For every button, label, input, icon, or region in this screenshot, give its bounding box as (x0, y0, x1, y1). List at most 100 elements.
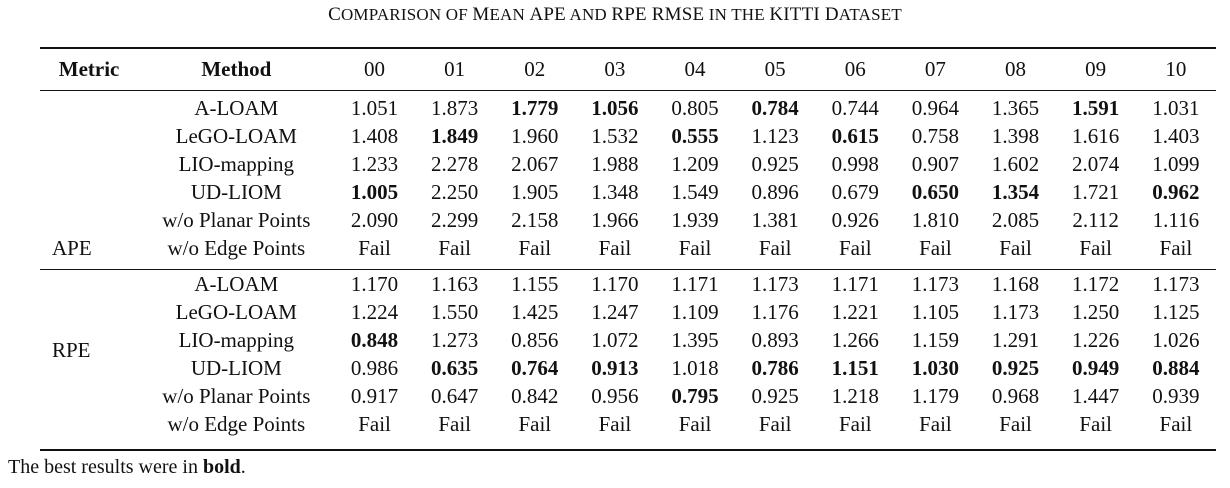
table-cell: 1.123 (751, 124, 799, 148)
table-row: APE A-LOAM 1.051 1.873 1.779 1.056 0.805 0.784 0… (40, 90, 1216, 260)
header-seq: 04 (684, 56, 706, 81)
table-cell: 1.209 (671, 152, 719, 176)
table-row: w/o Edge Points Fail Fail Fail Fail Fail Fail F… (40, 410, 1216, 438)
table-cell: 0.968 (991, 384, 1040, 408)
table-cell: 1.447 (1072, 384, 1120, 408)
table-cell: Fail (678, 412, 712, 436)
table-row: w/o Planar Points 0.917 0.647 0.842 0.956 0.7… (40, 382, 1216, 410)
table-cell: 1.233 (350, 152, 399, 176)
method-name: UD-LIOM (190, 356, 282, 380)
table-cell: 0.998 (831, 152, 879, 176)
footnote-prefix: The best results were in (8, 456, 203, 478)
table-cell: 0.786 (751, 356, 799, 380)
results-table: Metric Method 00 01 02 03 04 05 06 07 08… (40, 48, 1216, 438)
table-cell: 1.179 (911, 384, 960, 408)
table-cell: Fail (598, 412, 632, 436)
table-cell: 0.956 (591, 384, 639, 408)
caption-part: ATASET (838, 5, 902, 24)
table-row: w/o Edge Points Fail Fail Fail Fail Fail Fail F… (40, 234, 1216, 262)
table-caption: COMPARISON OF MEAN APE AND RPE RMSE IN T… (0, 4, 1230, 26)
table-cell: 1.616 (1072, 124, 1120, 148)
table-row: LeGO-LOAM 1.224 1.550 1.425 1.247 1.109 1.176 1… (40, 298, 1216, 326)
table-row: UD-LIOM 1.005 2.250 1.905 1.348 1.549 0.896 0.6… (40, 178, 1216, 206)
caption-part: APE (529, 4, 566, 25)
header-rule (40, 90, 1216, 91)
table-cell: Fail (758, 412, 792, 436)
table-cell: 1.099 (1152, 152, 1200, 176)
table-cell: 1.170 (350, 272, 399, 296)
method-name: w/o Planar Points (162, 208, 311, 232)
table-cell: 1.056 (591, 96, 639, 120)
table-cell: 0.939 (1152, 384, 1200, 408)
table-cell: Fail (518, 236, 552, 260)
table-cell: 1.549 (671, 180, 719, 204)
table-cell: 0.848 (350, 328, 399, 352)
table-cell: 0.842 (511, 384, 559, 408)
method-name: A-LOAM (194, 272, 279, 296)
table-cell: 1.602 (991, 152, 1040, 176)
table-cell: 0.856 (511, 328, 559, 352)
table-row: LIO-mapping 0.848 1.273 0.856 1.072 1.395 0.89… (40, 326, 1216, 354)
table-cell: 0.795 (671, 384, 719, 408)
method-name: w/o Planar Points (162, 384, 311, 408)
table-cell: Fail (1079, 412, 1112, 436)
metric-label: APE (52, 236, 92, 260)
table-cell: Fail (518, 412, 552, 436)
table-cell: 2.085 (991, 208, 1040, 232)
header-seq: 03 (604, 56, 626, 81)
table-cell: 1.721 (1072, 180, 1120, 204)
table-cell: 1.408 (350, 124, 399, 148)
table-cell: 0.949 (1072, 356, 1120, 380)
table-cell: Fail (1159, 412, 1193, 436)
header-seq: 09 (1085, 56, 1107, 81)
table-cell: 1.226 (1072, 328, 1120, 352)
table-cell: 1.105 (911, 300, 960, 324)
caption-part: AND (565, 5, 612, 24)
table-cell: Fail (1079, 236, 1112, 260)
header-seq: 08 (1005, 56, 1027, 81)
caption-part: KITTI D (769, 4, 839, 25)
table-cell: 0.758 (911, 124, 960, 148)
table-cell: 1.171 (671, 272, 719, 296)
header-row: Metric Method 00 01 02 03 04 05 06 07 08… (40, 48, 1216, 90)
table-cell: 1.381 (751, 208, 799, 232)
table-cell: 0.764 (511, 356, 559, 380)
method-name: w/o Edge Points (167, 412, 306, 436)
table-cell: 1.905 (511, 180, 559, 204)
table-cell: 1.171 (831, 272, 879, 296)
header-seq: 05 (764, 56, 786, 81)
top-rule (40, 47, 1216, 49)
table-cell: 0.986 (350, 356, 399, 380)
table-cell: 1.031 (1152, 96, 1200, 120)
table-cell: 1.173 (751, 272, 799, 296)
table-cell: 1.218 (831, 384, 879, 408)
table-cell: 1.176 (751, 300, 799, 324)
table-cell: 1.125 (1152, 300, 1200, 324)
table-cell: Fail (438, 236, 471, 260)
table-cell: 1.163 (431, 272, 479, 296)
table-cell: 1.779 (511, 96, 559, 120)
table-cell: 1.250 (1072, 300, 1120, 324)
table-cell: 1.532 (591, 124, 639, 148)
table-cell: Fail (1159, 236, 1193, 260)
table-cell: 1.030 (911, 356, 960, 380)
table-cell: 0.917 (350, 384, 399, 408)
table-cell: Fail (358, 412, 391, 436)
table-cell: Fail (919, 236, 952, 260)
table-cell: 1.398 (991, 124, 1040, 148)
table-cell: 2.250 (431, 180, 479, 204)
table-cell: 1.018 (671, 356, 719, 380)
metric-label: RPE (52, 338, 91, 362)
table-cell: 0.925 (991, 356, 1040, 380)
table-cell: 1.873 (431, 96, 479, 120)
table-cell: 1.966 (591, 208, 639, 232)
caption-part: RPE RMSE (611, 4, 705, 25)
table-cell: 1.939 (671, 208, 719, 232)
table-cell: 2.299 (431, 208, 479, 232)
table-cell: 1.173 (911, 272, 960, 296)
method-name: LeGO-LOAM (175, 300, 297, 324)
table-cell: 1.172 (1072, 272, 1120, 296)
table-cell: 0.555 (671, 124, 719, 148)
table-body: APE A-LOAM 1.051 1.873 1.779 1.056 0.805 0.784 0… (40, 90, 1216, 438)
header-seq: 10 (1165, 56, 1187, 81)
